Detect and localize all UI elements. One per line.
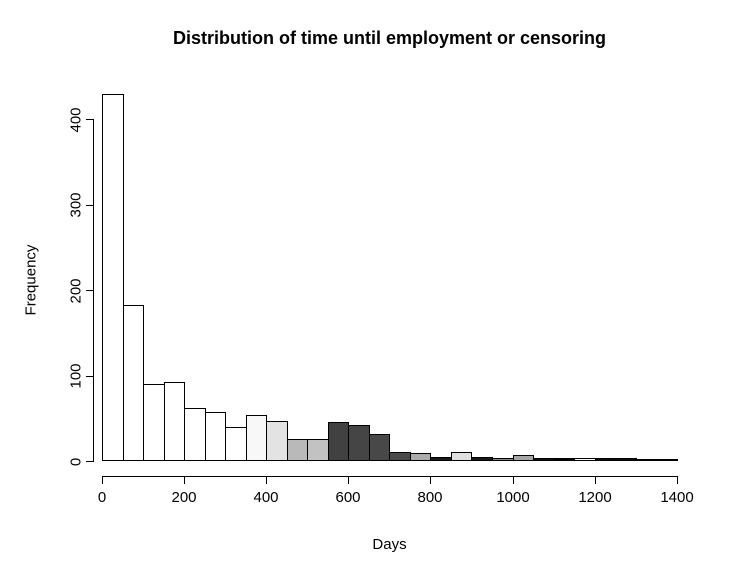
y-axis-label: Frequency xyxy=(22,244,40,316)
histogram-bar xyxy=(389,452,411,461)
histogram-bar xyxy=(123,305,144,461)
x-tick xyxy=(348,475,349,484)
histogram-bar xyxy=(369,434,390,461)
chart-title: Distribution of time until employment or… xyxy=(172,28,607,48)
y-tick xyxy=(86,461,94,462)
histogram-bar xyxy=(554,458,575,461)
x-tick-label: 200 xyxy=(171,489,197,506)
x-tick-label: 1000 xyxy=(496,489,530,506)
histogram-bar xyxy=(102,94,124,461)
histogram-bar xyxy=(615,458,637,461)
histogram-bar xyxy=(533,458,555,461)
y-tick xyxy=(86,290,94,292)
x-tick xyxy=(513,475,514,484)
histogram-bar xyxy=(328,422,349,461)
histogram-bar xyxy=(266,421,288,461)
histogram-bar xyxy=(246,415,267,461)
x-tick xyxy=(677,475,678,484)
y-tick xyxy=(86,119,94,121)
histogram-bar xyxy=(513,455,534,461)
histogram-bar xyxy=(164,382,185,461)
histogram-bar xyxy=(184,408,206,461)
x-axis-line xyxy=(102,475,677,477)
histogram-bar xyxy=(471,457,493,461)
x-tick xyxy=(430,475,431,484)
x-tick-label: 400 xyxy=(253,489,279,506)
histogram-bar xyxy=(307,439,329,461)
y-tick-label: 200 xyxy=(67,278,85,304)
histogram-bar xyxy=(225,427,247,461)
x-tick xyxy=(266,475,267,484)
histogram-bar xyxy=(410,453,431,461)
x-axis-label: Days xyxy=(372,536,407,553)
y-tick-label: 0 xyxy=(67,457,85,466)
histogram-bar xyxy=(348,425,370,461)
y-tick xyxy=(86,204,94,206)
histogram-bar xyxy=(451,452,472,461)
histogram-bar xyxy=(143,384,165,461)
histogram-bar xyxy=(656,459,678,461)
histogram-bar xyxy=(430,457,452,461)
histogram-bar xyxy=(205,412,226,461)
histogram-bar xyxy=(595,458,616,461)
x-tick xyxy=(102,475,103,484)
y-tick-label: 100 xyxy=(67,363,85,389)
histogram-bar xyxy=(287,439,308,461)
y-tick-label: 300 xyxy=(67,192,85,218)
histogram-bar xyxy=(636,459,657,461)
y-tick-label: 400 xyxy=(67,107,85,133)
histogram-bar xyxy=(574,458,596,461)
x-tick-label: 1200 xyxy=(578,489,612,506)
x-tick-label: 800 xyxy=(417,489,443,506)
x-tick-label: 600 xyxy=(335,489,361,506)
x-tick-label: 1400 xyxy=(660,489,694,506)
x-tick xyxy=(184,475,185,484)
y-tick xyxy=(86,375,94,377)
x-tick xyxy=(595,475,596,484)
x-tick-label: 0 xyxy=(97,489,107,506)
histogram-bar xyxy=(492,458,514,461)
